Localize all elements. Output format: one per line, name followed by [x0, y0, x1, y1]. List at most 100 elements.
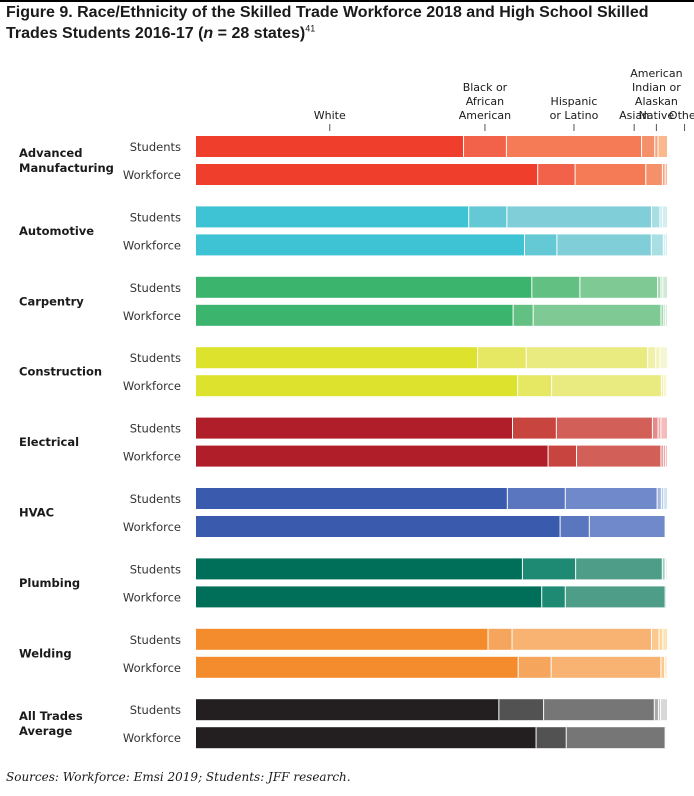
- bar-segment-other: [662, 206, 667, 228]
- row-label-workforce: Workforce: [123, 661, 181, 675]
- bar-segment-white: [196, 304, 514, 326]
- bar-segment-native: [658, 628, 663, 650]
- bar-segment-black: [541, 586, 566, 608]
- bar-segment-hispanic: [512, 628, 652, 650]
- bar-segment-hispanic: [576, 445, 661, 467]
- bar-segment-white: [196, 516, 561, 537]
- bar-segment-white: [196, 276, 532, 298]
- bar-segment-hispanic: [565, 488, 658, 509]
- legend-label-native: American: [630, 67, 682, 80]
- title-footnote-ref: 41: [305, 23, 316, 34]
- legend-label-native: Native: [639, 109, 675, 122]
- bar-segment-black: [522, 558, 576, 580]
- bar-segment-asian: [662, 558, 666, 580]
- bar-segment-other: [659, 347, 667, 369]
- bar-segment-asian: [660, 656, 665, 678]
- source-note: Sources: Workforce: Emsi 2019; Students:…: [6, 770, 351, 784]
- bar-segment-white: [196, 136, 464, 157]
- bar-segment-asian: [654, 699, 659, 721]
- bar-segment-native: [658, 417, 661, 439]
- bar-segment-other: [665, 164, 667, 185]
- bar-segment-black: [537, 164, 576, 185]
- bar-segment-hispanic: [506, 206, 652, 228]
- bar-segment-other: [662, 628, 667, 650]
- bar-segment-asian: [651, 628, 659, 650]
- bar-segment-white: [196, 628, 489, 650]
- row-labels: Students Workforce Students Workforce Studen…: [123, 140, 181, 745]
- bar-segment-black: [498, 699, 544, 721]
- bar-segment-black: [548, 445, 577, 467]
- bar-segment-other: [663, 488, 667, 509]
- bar-segment-asian: [661, 375, 664, 397]
- bar-segment-native: [663, 375, 667, 397]
- bar-segment-black: [560, 516, 590, 537]
- chart-bars: [196, 136, 668, 749]
- bar-segment-hispanic: [565, 586, 666, 608]
- bar-segment-other: [662, 276, 667, 298]
- bar-segment-black: [513, 304, 534, 326]
- bar-segment-native: [664, 656, 667, 678]
- bar-segment-black: [507, 488, 566, 509]
- bar-segment-native: [663, 304, 666, 326]
- category-label: Plumbing: [19, 576, 80, 590]
- category-label: Manufacturing: [19, 161, 114, 175]
- bar-segment-white: [196, 234, 525, 256]
- bar-segment-hispanic: [526, 347, 648, 369]
- bar-segment-hispanic: [579, 276, 658, 298]
- bar-segment-asian: [651, 234, 664, 256]
- legend-label-white: White: [314, 109, 346, 122]
- bar-segment-native: [662, 164, 666, 185]
- row-label-workforce: Workforce: [123, 520, 181, 534]
- bar-segment-other: [660, 699, 667, 721]
- bar-segment-other: [658, 136, 667, 157]
- row-label-workforce: Workforce: [123, 731, 181, 745]
- bar-segment-white: [196, 206, 469, 228]
- bar-segment-asian: [641, 136, 655, 157]
- bar-segment-white: [196, 417, 513, 439]
- legend-label-native: Alaskan: [635, 95, 678, 108]
- bar-segment-white: [196, 656, 519, 678]
- bar-segment-hispanic: [575, 164, 646, 185]
- bar-segment-native: [663, 445, 666, 467]
- legend-label-native: Indian or: [632, 81, 681, 94]
- bar-segment-hispanic: [566, 727, 666, 749]
- legend-label-hispanic: or Latino: [550, 109, 599, 122]
- bar-segment-white: [196, 445, 549, 467]
- legend-label-asian: Asian: [619, 109, 649, 122]
- category-label: HVAC: [19, 506, 54, 520]
- bar-segment-asian: [645, 164, 663, 185]
- row-label-workforce: Workforce: [123, 168, 181, 182]
- title-text-suffix: = 28 states): [213, 25, 306, 42]
- bar-segment-hispanic: [589, 516, 666, 537]
- bar-segment-hispanic: [543, 699, 655, 721]
- row-label-students: Students: [130, 210, 181, 224]
- bar-segment-hispanic: [551, 375, 662, 397]
- bar-segment-black: [512, 417, 557, 439]
- bar-segment-hispanic: [533, 304, 661, 326]
- bar-segment-black: [463, 136, 507, 157]
- row-label-workforce: Workforce: [123, 238, 181, 252]
- bar-segment-black: [531, 276, 580, 298]
- bar-segment-hispanic: [556, 417, 653, 439]
- bar-segment-asian: [657, 276, 661, 298]
- bar-segment-hispanic: [556, 234, 652, 256]
- bar-segment-black: [488, 628, 513, 650]
- legend-label-black: African: [466, 95, 504, 108]
- legend-label-black: American: [459, 109, 511, 122]
- row-label-students: Students: [130, 422, 181, 436]
- bar-segment-other: [665, 304, 667, 326]
- title-text-prefix: Figure 9. Race/Ethnicity of the Skilled …: [6, 4, 649, 42]
- bar-segment-native: [658, 699, 661, 721]
- bar-segment-black: [468, 206, 507, 228]
- bar-segment-white: [196, 558, 523, 580]
- bar-segment-white: [196, 586, 542, 608]
- bar-segment-asian: [651, 206, 660, 228]
- row-label-students: Students: [130, 562, 181, 576]
- bar-segment-hispanic: [575, 558, 663, 580]
- row-label-students: Students: [130, 633, 181, 647]
- bar-segment-white: [196, 347, 478, 369]
- bar-segment-asian: [652, 417, 659, 439]
